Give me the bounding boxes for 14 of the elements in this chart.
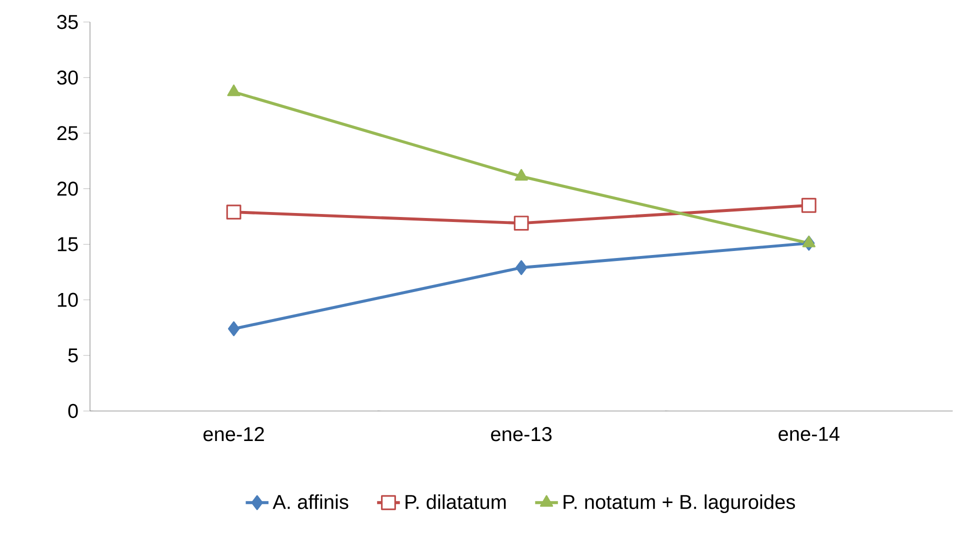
y-tick-label: 5 bbox=[68, 348, 78, 362]
y-tick-label: 0 bbox=[68, 404, 78, 418]
y-tick-label: 35 bbox=[57, 14, 78, 30]
y-tick-label: 10 bbox=[58, 292, 78, 307]
legend-label: P. notatum + B. laguroides bbox=[564, 494, 795, 514]
x-tick-label: ene-14 bbox=[778, 427, 840, 441]
legend-label: P. dilatatum bbox=[406, 494, 506, 510]
x-tick-label: ene-13 bbox=[491, 427, 552, 442]
legend-label: A. affinis bbox=[272, 494, 348, 510]
y-tick-label: 15 bbox=[58, 237, 78, 252]
y-tick-label: 20 bbox=[57, 182, 78, 196]
y-tick-label: 25 bbox=[57, 126, 78, 140]
y-tick-label: 30 bbox=[57, 70, 78, 85]
x-tick-label: ene-12 bbox=[204, 427, 264, 442]
